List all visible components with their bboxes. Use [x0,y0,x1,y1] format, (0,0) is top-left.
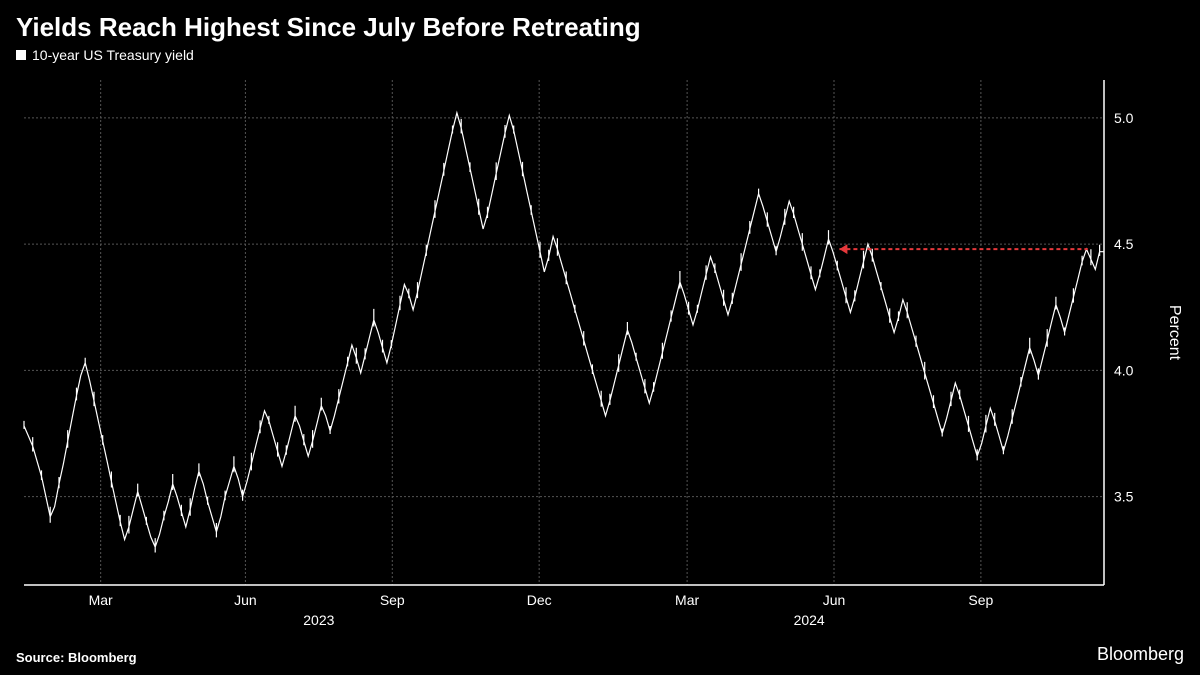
chart-title: Yields Reach Highest Since July Before R… [0,0,1200,47]
svg-text:Jun: Jun [234,592,257,608]
svg-text:Percent: Percent [1166,305,1183,361]
legend: 10-year US Treasury yield [0,47,1200,71]
svg-text:Dec: Dec [527,592,552,608]
svg-text:2024: 2024 [794,612,825,628]
svg-text:Mar: Mar [675,592,699,608]
chart-area: 3.5 4.0 4.5 5.0 Mar Jun Sep Dec Mar Jun Sep 2023 202… [16,72,1184,635]
svg-text:2023: 2023 [303,612,334,628]
svg-text:4.5: 4.5 [1114,236,1134,252]
svg-text:5.0: 5.0 [1114,110,1134,126]
line-chart: 3.5 4.0 4.5 5.0 Mar Jun Sep Dec Mar Jun Sep 2023 202… [16,72,1184,635]
svg-text:Mar: Mar [89,592,113,608]
svg-text:4.0: 4.0 [1114,362,1134,378]
svg-text:Sep: Sep [380,592,405,608]
svg-text:3.5: 3.5 [1114,489,1134,505]
svg-text:Jun: Jun [823,592,846,608]
brand-label: Bloomberg [1097,644,1184,665]
legend-label: 10-year US Treasury yield [32,47,194,63]
legend-marker-icon [16,50,26,60]
source-attribution: Source: Bloomberg [16,650,137,665]
svg-text:Sep: Sep [968,592,993,608]
